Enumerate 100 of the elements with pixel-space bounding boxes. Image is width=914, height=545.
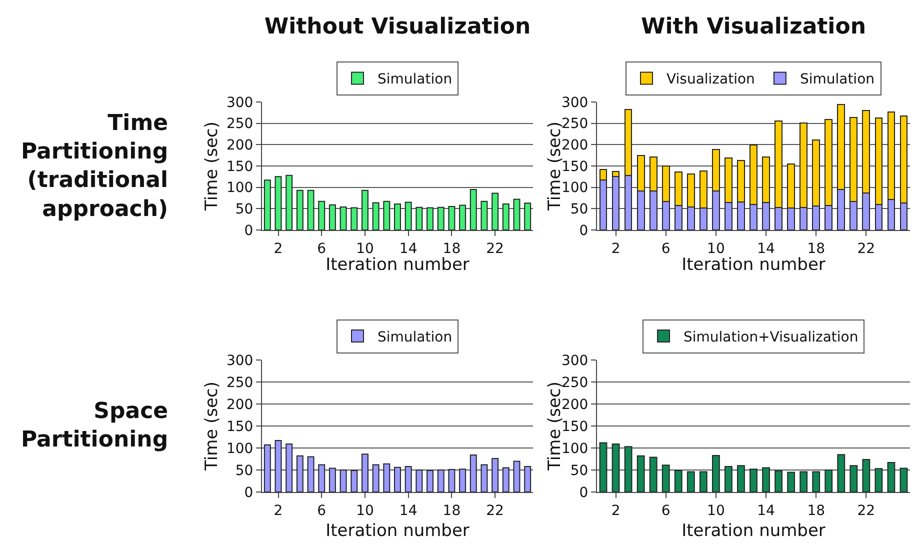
bar bbox=[264, 444, 271, 492]
y-tick-label: 100 bbox=[561, 440, 588, 457]
bar bbox=[686, 471, 695, 492]
y-tick-label: 0 bbox=[579, 222, 588, 239]
y-tick-label: 50 bbox=[570, 202, 588, 218]
bar bbox=[900, 468, 908, 492]
x-tick-label: 22 bbox=[486, 502, 504, 519]
bar bbox=[296, 190, 304, 230]
x-tick-label: 6 bbox=[317, 502, 326, 519]
y-tick-label: 200 bbox=[561, 396, 588, 413]
bar bbox=[372, 464, 380, 492]
x-tick-label: 10 bbox=[356, 240, 374, 257]
bar bbox=[502, 467, 510, 492]
y-tick-label: 50 bbox=[235, 462, 254, 479]
bar bbox=[662, 464, 670, 492]
legend-label: Simulation bbox=[800, 72, 875, 88]
bar bbox=[274, 176, 282, 230]
bar bbox=[787, 472, 795, 492]
bar bbox=[437, 206, 444, 230]
bar bbox=[636, 455, 645, 492]
x-tick-label: 10 bbox=[707, 240, 725, 257]
y-tick-label: 0 bbox=[244, 222, 254, 239]
y-axis-title: Time (sec) bbox=[202, 122, 222, 212]
bar bbox=[448, 469, 456, 492]
bar bbox=[307, 456, 314, 492]
y-tick-label: 50 bbox=[235, 202, 254, 218]
bar bbox=[307, 190, 314, 230]
y-tick-label: 150 bbox=[226, 418, 254, 435]
y-tick-label: 100 bbox=[561, 180, 588, 196]
y-tick-label: 250 bbox=[226, 374, 254, 391]
bar bbox=[383, 200, 390, 230]
text: Space Partitioning bbox=[21, 399, 168, 453]
x-tick-label: 6 bbox=[661, 240, 670, 257]
bar bbox=[887, 462, 896, 492]
bar bbox=[524, 202, 532, 230]
legend-label: Simulation bbox=[378, 329, 452, 346]
bar bbox=[328, 204, 336, 230]
y-tick-label: 150 bbox=[561, 158, 588, 175]
x-tick-label: 22 bbox=[857, 240, 876, 257]
bar bbox=[492, 192, 499, 230]
y-tick-label: 300 bbox=[561, 94, 588, 111]
bar bbox=[383, 463, 390, 492]
bar bbox=[762, 467, 770, 492]
bar bbox=[612, 444, 620, 492]
bar bbox=[812, 471, 820, 492]
bar bbox=[318, 464, 326, 492]
y-tick-label: 100 bbox=[226, 180, 254, 196]
bar bbox=[737, 465, 745, 492]
bar bbox=[286, 444, 293, 492]
bar bbox=[800, 471, 808, 492]
x-axis-title: Iteration number bbox=[326, 255, 470, 275]
bar bbox=[874, 468, 883, 492]
bar bbox=[274, 440, 282, 492]
x-tick-label: 18 bbox=[807, 240, 826, 257]
bar bbox=[372, 202, 380, 230]
bar bbox=[513, 198, 520, 230]
bar bbox=[437, 470, 444, 492]
y-tick-label: 50 bbox=[570, 462, 588, 479]
y-tick-label: 150 bbox=[561, 418, 588, 435]
bar bbox=[850, 465, 858, 492]
y-tick-label: 200 bbox=[226, 138, 254, 154]
x-tick-label: 2 bbox=[274, 502, 283, 519]
y-tick-label: 250 bbox=[226, 116, 254, 132]
x-tick-label: 10 bbox=[356, 502, 374, 519]
bar bbox=[624, 446, 632, 492]
bar bbox=[712, 454, 720, 492]
bar bbox=[459, 204, 466, 230]
x-tick-label: 6 bbox=[661, 502, 670, 519]
bar bbox=[724, 466, 732, 492]
y-tick-label: 300 bbox=[561, 352, 588, 369]
x-tick-label: 14 bbox=[399, 240, 418, 257]
chart-title: Without Visualization bbox=[264, 14, 531, 40]
bar bbox=[492, 458, 499, 492]
x-tick-label: 2 bbox=[611, 240, 620, 257]
y-tick-label: 300 bbox=[226, 352, 254, 369]
bar bbox=[502, 203, 510, 230]
bar bbox=[649, 456, 658, 492]
bar bbox=[513, 460, 520, 492]
bar bbox=[426, 470, 434, 492]
bar bbox=[699, 471, 708, 492]
bar bbox=[350, 470, 358, 492]
bar bbox=[862, 458, 870, 492]
bar bbox=[524, 466, 532, 492]
y-tick-label: 200 bbox=[226, 396, 254, 413]
bar bbox=[296, 455, 304, 492]
x-axis-title: Iteration number bbox=[682, 255, 826, 275]
x-tick-label: 14 bbox=[757, 240, 776, 257]
y-tick-label: 250 bbox=[561, 116, 588, 132]
bar bbox=[416, 470, 423, 492]
bar bbox=[774, 470, 782, 492]
bar bbox=[362, 190, 368, 230]
y-tick-label: 100 bbox=[226, 440, 254, 457]
bar bbox=[340, 206, 347, 230]
x-tick-label: 2 bbox=[274, 240, 283, 257]
bar bbox=[328, 468, 336, 492]
x-tick-label: 22 bbox=[486, 240, 504, 257]
bar bbox=[416, 206, 423, 230]
x-tick-label: 22 bbox=[857, 502, 876, 519]
y-tick-label: 0 bbox=[579, 484, 588, 501]
chart-title: With Visualization bbox=[641, 14, 866, 40]
